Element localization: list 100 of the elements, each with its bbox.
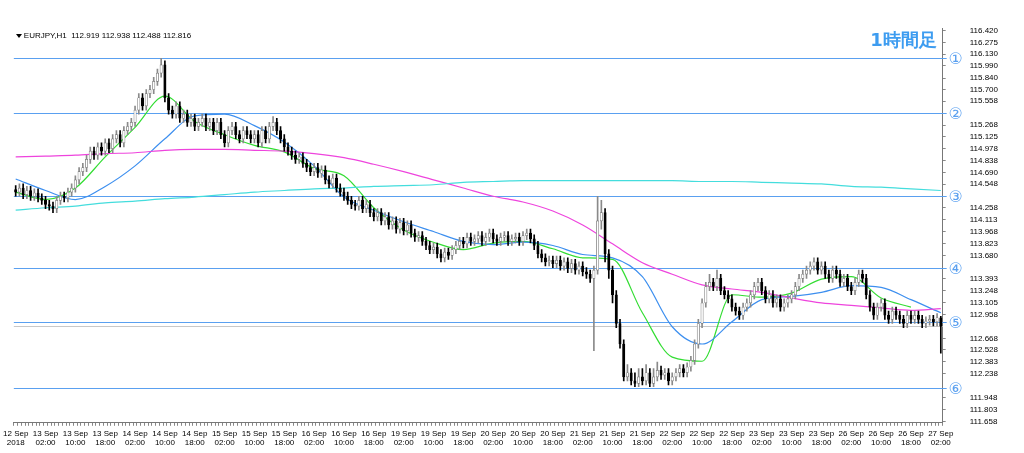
candlestick xyxy=(398,218,402,234)
candlestick xyxy=(439,249,443,263)
candlestick xyxy=(719,273,723,296)
candlestick xyxy=(745,298,749,312)
candlestick xyxy=(659,365,663,380)
candlestick xyxy=(103,138,107,156)
candlestick xyxy=(327,175,331,189)
x-tick-label: 19 Sep 10:00 xyxy=(420,428,447,448)
candlestick xyxy=(137,93,141,115)
candlestick xyxy=(301,152,305,168)
y-tick-label: 115.990 xyxy=(969,60,999,70)
candlestick xyxy=(443,247,447,263)
candlestick xyxy=(193,113,197,131)
candlestick xyxy=(40,193,44,205)
candlestick xyxy=(716,269,718,291)
candlestick xyxy=(685,362,689,378)
x-tick-label: 14 Sep 18:00 xyxy=(182,428,208,448)
candlestick xyxy=(148,85,152,99)
candlestick xyxy=(939,315,943,354)
candlestick xyxy=(793,282,797,300)
candlestick xyxy=(771,290,775,308)
candlestick xyxy=(909,310,913,324)
y-tick-label: 113.968 xyxy=(969,226,999,236)
candlestick xyxy=(163,60,167,103)
candlestick xyxy=(133,105,137,127)
candlestick xyxy=(484,232,488,246)
candlestick xyxy=(387,212,391,230)
candlestick xyxy=(81,163,85,177)
candlestick xyxy=(372,208,376,222)
candlestick xyxy=(913,310,917,324)
candlestick xyxy=(663,368,667,380)
candlestick xyxy=(204,113,208,131)
x-tick-label: 20 Sep 02:00 xyxy=(480,428,507,448)
candlestick xyxy=(532,234,536,250)
candlestick xyxy=(342,187,346,201)
candlestick xyxy=(107,138,111,154)
ref-line-label: ⑤ xyxy=(948,312,963,332)
x-tick-label: 14 Sep 10:00 xyxy=(152,428,179,448)
candlestick xyxy=(644,364,648,386)
x-tick-label: 22 Sep 02:00 xyxy=(659,428,686,448)
candlestick xyxy=(700,298,704,328)
y-tick-label: 112.238 xyxy=(969,368,999,378)
y-tick-label: 115.558 xyxy=(969,96,999,106)
candlestick xyxy=(66,187,70,203)
x-tick-label: 20 Sep 10:00 xyxy=(510,428,537,448)
candlestick xyxy=(215,117,219,136)
candlestick xyxy=(420,231,424,246)
candlestick xyxy=(622,339,626,382)
candlestick xyxy=(383,212,387,226)
candlestick xyxy=(920,314,924,328)
candlestick xyxy=(435,242,439,259)
candlestick xyxy=(353,200,357,211)
x-tick-label: 20 Sep 18:00 xyxy=(540,428,567,448)
y-tick-label: 114.548 xyxy=(969,179,999,189)
candlestick xyxy=(469,232,473,246)
candlestick xyxy=(842,273,846,287)
candlestick xyxy=(801,269,805,283)
candlestick xyxy=(898,310,902,324)
candlestick xyxy=(928,314,932,326)
candlestick xyxy=(55,195,59,213)
x-tick-label: 22 Sep 18:00 xyxy=(719,428,746,448)
candlestick xyxy=(864,273,868,300)
candlestick xyxy=(618,319,622,349)
x-tick-label: 26 Sep 02:00 xyxy=(838,428,865,448)
x-tick-label: 23 Sep 10:00 xyxy=(778,428,805,448)
y-tick-label: 114.258 xyxy=(969,203,999,213)
x-tick-label: 15 Sep 18:00 xyxy=(271,428,298,448)
candlestick xyxy=(607,249,611,279)
candlestick xyxy=(547,255,551,267)
ref-line-label: ⑥ xyxy=(948,378,963,398)
candlestick xyxy=(245,126,249,140)
candlestick xyxy=(152,76,156,94)
candlestick xyxy=(77,167,81,185)
candlestick xyxy=(775,294,779,308)
candlestick xyxy=(726,290,730,304)
y-tick-label: 111.948 xyxy=(969,392,998,402)
candlestick xyxy=(241,126,245,144)
candlestick xyxy=(454,241,458,255)
x-tick-label: 13 Sep 02:00 xyxy=(32,428,59,448)
candlestick xyxy=(573,259,577,275)
candlestick xyxy=(935,313,939,327)
candlestick xyxy=(510,234,514,246)
candlestick xyxy=(894,306,898,320)
candlestick xyxy=(111,134,115,154)
candlestick xyxy=(312,163,316,177)
y-tick-label: 114.838 xyxy=(969,155,999,165)
candlestick xyxy=(25,186,29,200)
candlestick xyxy=(711,278,715,291)
candlestick xyxy=(62,191,66,203)
x-tick-label: 16 Sep 02:00 xyxy=(301,428,328,448)
candlestick xyxy=(883,298,887,320)
candlestick xyxy=(502,231,506,242)
candlestick xyxy=(219,117,223,140)
candlestick xyxy=(808,261,812,275)
candlestick xyxy=(96,142,100,160)
candlestick xyxy=(271,116,275,131)
x-tick-label: 15 Sep 02:00 xyxy=(211,428,238,448)
x-tick-label: 23 Sep 02:00 xyxy=(749,428,775,448)
y-tick-label: 115.700 xyxy=(969,84,999,94)
x-tick-label: 26 Sep 10:00 xyxy=(868,428,895,448)
